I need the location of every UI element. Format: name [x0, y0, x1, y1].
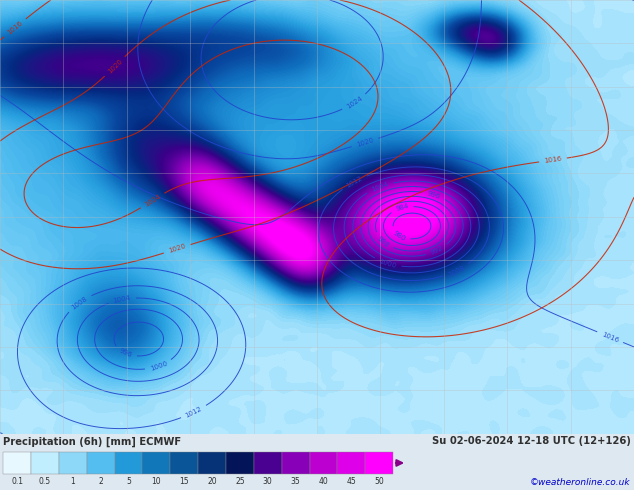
Bar: [115, 452, 143, 474]
Text: 1016: 1016: [600, 331, 619, 343]
Bar: [198, 452, 226, 474]
Text: 15: 15: [179, 477, 189, 486]
Bar: [337, 452, 365, 474]
Bar: [31, 452, 59, 474]
Text: 10: 10: [152, 477, 161, 486]
Bar: [59, 452, 87, 474]
Text: 25: 25: [235, 477, 245, 486]
Text: 20: 20: [207, 477, 217, 486]
Text: 996: 996: [118, 348, 133, 359]
Text: 1016: 1016: [543, 156, 562, 164]
Text: 30: 30: [263, 477, 273, 486]
Text: 1: 1: [70, 477, 75, 486]
Bar: [171, 452, 198, 474]
Text: 45: 45: [346, 477, 356, 486]
Bar: [254, 452, 281, 474]
Text: 40: 40: [318, 477, 328, 486]
Text: 1024: 1024: [346, 95, 363, 110]
Bar: [3, 452, 31, 474]
Bar: [143, 452, 171, 474]
Bar: [226, 452, 254, 474]
Text: 1020: 1020: [167, 243, 186, 254]
Text: 1008: 1008: [70, 295, 89, 311]
Text: 35: 35: [291, 477, 301, 486]
Text: 1024: 1024: [143, 193, 162, 208]
Text: Precipitation (6h) [mm] ECMWF: Precipitation (6h) [mm] ECMWF: [3, 437, 181, 447]
Text: 5: 5: [126, 477, 131, 486]
Bar: [281, 452, 309, 474]
Text: 1020: 1020: [107, 58, 123, 75]
Text: 0.5: 0.5: [39, 477, 51, 486]
Text: 0.1: 0.1: [11, 477, 23, 486]
Bar: [365, 452, 393, 474]
Text: 1020: 1020: [356, 137, 375, 148]
Text: 980: 980: [392, 229, 406, 242]
Text: 1012: 1012: [184, 406, 204, 419]
Bar: [87, 452, 115, 474]
Text: 1004: 1004: [113, 295, 131, 304]
Text: 2: 2: [98, 477, 103, 486]
Text: 1012: 1012: [345, 175, 364, 189]
Text: 984: 984: [395, 203, 409, 213]
Text: 50: 50: [374, 477, 384, 486]
Text: 988: 988: [377, 235, 391, 248]
Text: 1016: 1016: [6, 20, 24, 36]
Text: 1000: 1000: [149, 360, 168, 372]
Text: 992: 992: [430, 245, 444, 256]
Text: ©weatheronline.co.uk: ©weatheronline.co.uk: [530, 478, 631, 487]
Text: 1008: 1008: [446, 264, 465, 277]
Text: 996: 996: [427, 190, 441, 199]
Bar: [309, 452, 337, 474]
Text: 1000: 1000: [378, 258, 398, 269]
Text: 1004: 1004: [370, 181, 389, 193]
Text: Su 02-06-2024 12-18 UTC (12+126): Su 02-06-2024 12-18 UTC (12+126): [432, 437, 631, 446]
